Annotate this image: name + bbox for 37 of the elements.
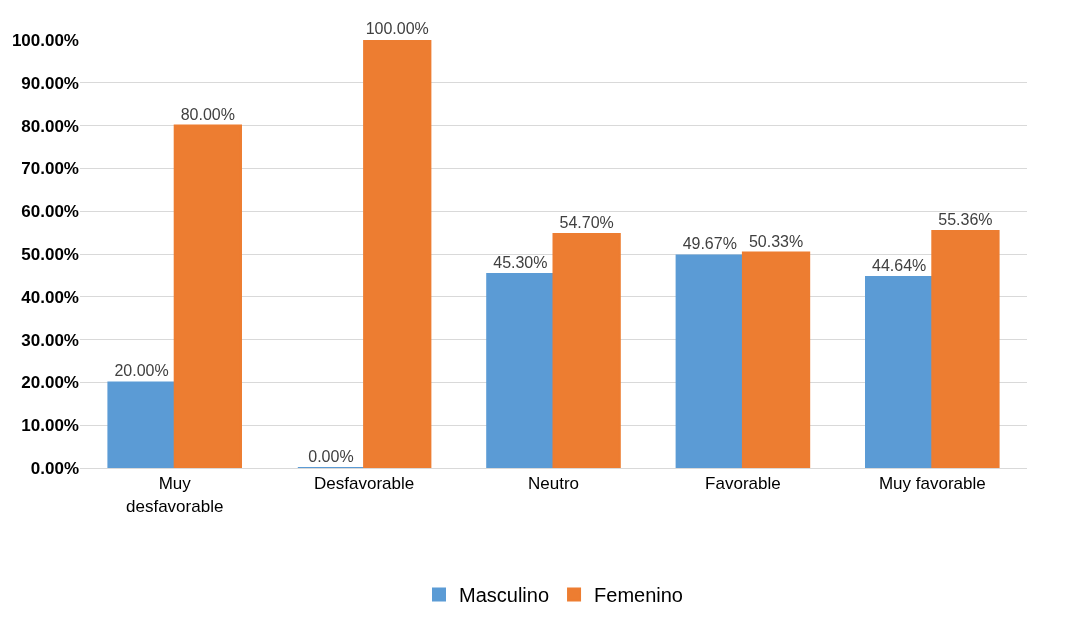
data-label: 20.00% — [114, 362, 169, 380]
data-label: 100.00% — [365, 20, 429, 37]
data-label: 0.00% — [308, 448, 354, 465]
data-label: 49.67% — [682, 235, 737, 253]
data-label: 44.64% — [872, 256, 927, 274]
legend-label: Femenino — [594, 584, 683, 607]
bar — [552, 232, 621, 468]
data-label: 45.30% — [493, 254, 548, 272]
data-label: 55.36% — [938, 211, 993, 229]
x-tick-label: Neutro — [527, 474, 580, 494]
bar — [363, 40, 432, 468]
bar — [107, 381, 176, 468]
y-tick-label: 40.00% — [21, 287, 79, 307]
bar — [675, 254, 744, 468]
bar — [865, 275, 934, 468]
x-tick-label: Favorable — [705, 474, 781, 494]
x-tick-label: Desfavorable — [314, 474, 415, 494]
bar — [486, 273, 555, 468]
data-label: 80.00% — [180, 105, 235, 123]
bar — [931, 230, 1000, 468]
bar — [173, 124, 242, 468]
y-tick-label: 90.00% — [21, 73, 79, 93]
y-tick-label: 50.00% — [21, 244, 79, 264]
x-tick-label: Muy desfavorable — [126, 474, 224, 516]
y-tick-label: 60.00% — [21, 202, 79, 222]
data-label: 50.33% — [748, 232, 804, 250]
y-tick-label: 80.00% — [21, 116, 79, 136]
bar — [741, 251, 811, 468]
x-tick-label: Muy favorable — [878, 474, 986, 494]
y-tick-label: 100.00% — [11, 30, 79, 50]
y-tick-label: 30.00% — [21, 330, 79, 350]
y-tick-label: 0.00% — [30, 458, 79, 478]
y-tick-label: 10.00% — [21, 416, 79, 436]
legend-label: Masculino — [459, 584, 550, 607]
y-tick-label: 70.00% — [21, 159, 79, 179]
data-label: 54.70% — [559, 213, 614, 231]
y-tick-label: 20.00% — [21, 373, 79, 393]
